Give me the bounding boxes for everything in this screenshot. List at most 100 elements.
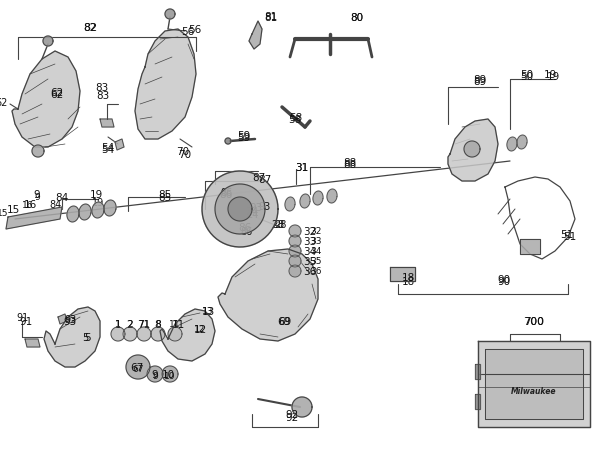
Text: 56: 56: [188, 25, 201, 35]
Text: 32: 32: [310, 227, 322, 236]
Text: 28: 28: [274, 219, 286, 229]
Polygon shape: [520, 239, 540, 254]
Polygon shape: [111, 327, 125, 341]
Text: 9: 9: [34, 193, 40, 202]
Text: 50: 50: [520, 72, 533, 82]
Text: 83: 83: [97, 91, 110, 101]
Text: 85: 85: [158, 190, 172, 200]
Text: 10: 10: [164, 372, 176, 381]
Text: 93: 93: [64, 316, 77, 326]
Text: 59: 59: [238, 133, 251, 143]
Text: 89: 89: [473, 77, 487, 87]
Text: 10: 10: [161, 369, 175, 379]
Polygon shape: [289, 245, 301, 258]
Polygon shape: [478, 341, 590, 427]
Text: 93: 93: [250, 202, 263, 212]
Polygon shape: [151, 327, 165, 341]
Polygon shape: [160, 309, 215, 361]
Polygon shape: [147, 366, 163, 382]
Polygon shape: [485, 349, 583, 419]
Polygon shape: [100, 120, 114, 128]
Text: 86: 86: [238, 222, 251, 233]
Text: 16: 16: [22, 201, 34, 210]
Text: 31: 31: [295, 162, 308, 172]
Polygon shape: [289, 255, 301, 268]
Text: 83: 83: [95, 83, 109, 93]
Polygon shape: [327, 190, 337, 203]
Text: 71: 71: [138, 320, 150, 329]
Text: 81: 81: [265, 12, 278, 22]
Text: 11: 11: [172, 319, 185, 329]
Text: 87: 87: [258, 175, 271, 185]
Text: 88: 88: [343, 160, 356, 170]
Polygon shape: [135, 30, 196, 140]
Text: 34: 34: [310, 247, 322, 256]
Polygon shape: [137, 327, 151, 341]
Text: 71: 71: [137, 319, 151, 329]
Polygon shape: [67, 207, 79, 222]
Text: 12: 12: [193, 324, 206, 334]
Text: 16: 16: [23, 200, 37, 210]
Text: 62: 62: [50, 90, 64, 100]
Polygon shape: [300, 195, 310, 208]
Text: 1: 1: [115, 319, 121, 329]
Text: 28: 28: [271, 219, 284, 229]
Text: 34: 34: [304, 247, 317, 257]
Text: 54: 54: [101, 143, 115, 153]
Text: 88: 88: [343, 157, 356, 167]
Text: 59: 59: [238, 131, 251, 141]
Polygon shape: [448, 120, 498, 182]
Text: 50: 50: [520, 70, 533, 80]
Text: 93: 93: [64, 314, 76, 324]
Text: 2: 2: [127, 320, 133, 329]
Text: 93: 93: [258, 202, 270, 212]
Text: 58: 58: [289, 113, 302, 123]
Polygon shape: [32, 146, 44, 157]
Text: 13: 13: [202, 306, 215, 316]
Text: 24: 24: [246, 210, 258, 219]
Polygon shape: [162, 366, 178, 382]
Text: 1: 1: [115, 320, 121, 329]
Text: 86: 86: [220, 187, 232, 197]
Polygon shape: [165, 10, 175, 20]
Text: 11: 11: [169, 320, 181, 329]
Text: 51: 51: [563, 232, 577, 242]
Polygon shape: [44, 307, 100, 367]
Text: 19: 19: [547, 72, 560, 82]
Polygon shape: [285, 197, 295, 212]
Text: 80: 80: [350, 13, 364, 23]
Text: 82: 82: [83, 23, 97, 33]
Polygon shape: [6, 207, 62, 229]
Polygon shape: [464, 142, 480, 157]
Text: 70: 70: [176, 147, 190, 157]
Text: 19: 19: [92, 197, 104, 207]
Text: 89: 89: [473, 75, 487, 85]
Text: 85: 85: [158, 192, 172, 202]
Text: 62: 62: [50, 88, 64, 98]
Polygon shape: [79, 205, 91, 221]
Text: 81: 81: [265, 13, 278, 23]
Text: 84: 84: [50, 200, 62, 210]
Text: 5: 5: [83, 332, 91, 342]
Polygon shape: [289, 226, 301, 238]
Text: 69: 69: [278, 316, 292, 326]
Text: 91: 91: [16, 312, 28, 322]
Text: 54: 54: [101, 145, 115, 155]
Text: 13: 13: [202, 307, 214, 316]
Text: 9: 9: [152, 372, 158, 381]
Text: 67: 67: [132, 365, 144, 374]
Polygon shape: [313, 192, 323, 206]
Polygon shape: [218, 249, 318, 341]
Text: 19: 19: [544, 70, 557, 80]
Text: 51: 51: [560, 229, 574, 239]
Polygon shape: [249, 22, 262, 50]
Polygon shape: [289, 236, 301, 248]
Text: 56: 56: [181, 27, 194, 37]
Text: 82: 82: [83, 23, 97, 33]
Text: 58: 58: [289, 115, 302, 125]
Text: 80: 80: [350, 13, 364, 23]
Polygon shape: [225, 139, 231, 145]
Polygon shape: [475, 394, 480, 409]
Polygon shape: [92, 202, 104, 218]
Text: 33: 33: [310, 237, 322, 246]
